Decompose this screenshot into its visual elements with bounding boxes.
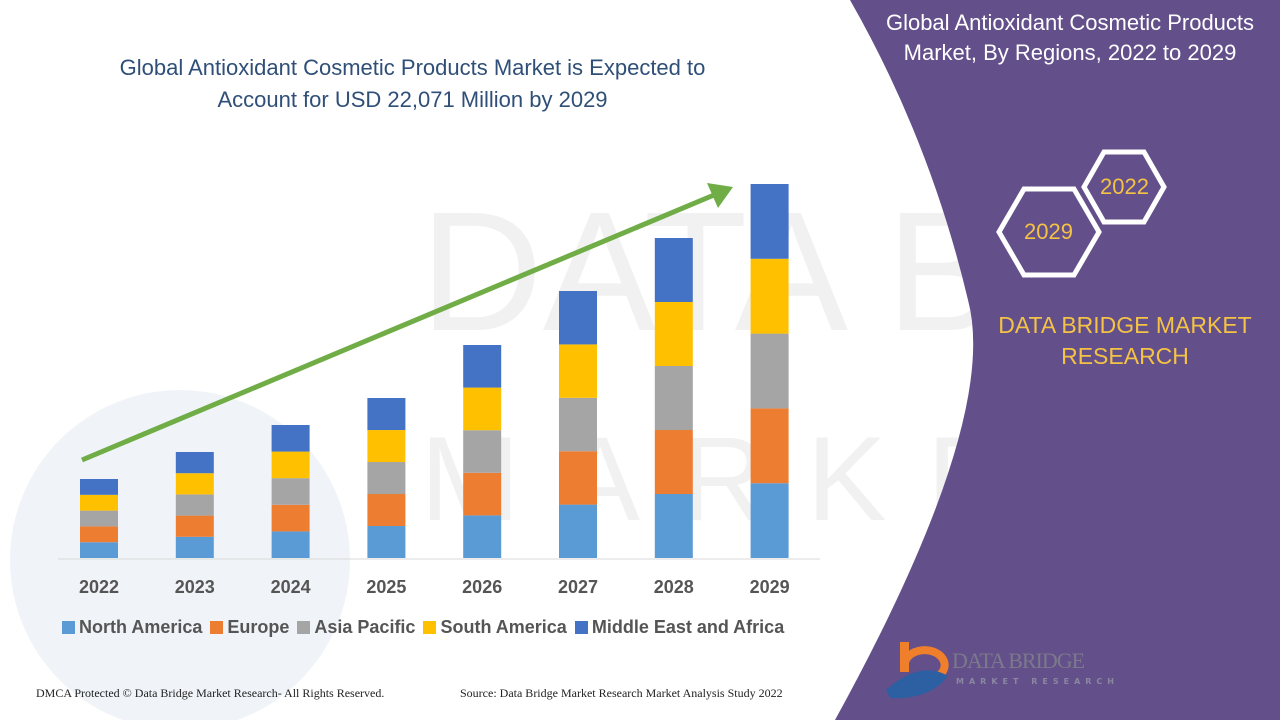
logo-subtext: MARKET RESEARCH [956, 677, 1119, 686]
legend-swatch [210, 621, 224, 634]
brand-text: DATA BRIDGE MARKET RESEARCH [985, 310, 1265, 372]
bar-2029-south-america [750, 258, 789, 334]
bar-2028-europe [654, 429, 693, 494]
bar-2022-north-america [80, 542, 118, 558]
hex-label-2029: 2029 [1024, 219, 1073, 244]
legend-label: Middle East and Africa [591, 617, 785, 637]
bar-2027-middle-east-and-africa [559, 291, 597, 345]
chart-title: Global Antioxidant Cosmetic Products Mar… [60, 52, 765, 116]
bar-2023-north-america [175, 536, 214, 558]
legend-item: South America [423, 617, 567, 638]
hexagon-2022-icon [1081, 149, 1167, 225]
legend: North America Europe Asia Pacific South Ame… [62, 617, 784, 638]
title-line-1: Global Antioxidant Cosmetic Products Mar… [119, 55, 706, 80]
bar-2023-europe [175, 515, 214, 537]
x-tick-label: 2022 [79, 577, 119, 597]
bar-2025-north-america [367, 526, 406, 558]
bar-2027-south-america [559, 344, 597, 398]
bar-2029-middle-east-and-africa [750, 184, 789, 259]
trend-arrow [81, 183, 733, 463]
hex-label-2022: 2022 [1100, 174, 1149, 199]
bar-2026-asia-pacific [463, 430, 502, 473]
legend-swatch [297, 621, 311, 634]
legend-item: Asia Pacific [297, 617, 415, 638]
legend-label: Asia Pacific [314, 617, 416, 637]
bar-2025-middle-east-and-africa [367, 398, 406, 431]
bar-2024-north-america [271, 531, 310, 558]
bar-2023-middle-east-and-africa [175, 452, 214, 474]
bar-2024-middle-east-and-africa [271, 424, 310, 452]
legend-label: South America [440, 617, 567, 637]
bar-2029-europe [750, 408, 789, 484]
x-tick-label: 2023 [175, 577, 215, 597]
bar-2028-north-america [654, 493, 693, 558]
bar-2028-asia-pacific [654, 365, 693, 430]
logo-icon [886, 642, 949, 699]
legend-swatch [62, 621, 75, 634]
side-title-line-2: Market, By Regions, 2022 to 2029 [903, 40, 1237, 65]
x-tick-label: 2026 [462, 577, 502, 597]
bar-2022-europe [80, 526, 118, 543]
side-title-line-1: Global Antioxidant Cosmetic Products [885, 10, 1255, 35]
x-tick-label: 2029 [750, 577, 790, 597]
x-tick-label: 2024 [271, 577, 311, 597]
bar-2027-north-america [559, 504, 597, 558]
bar-2025-south-america [367, 430, 406, 463]
legend-swatch [423, 621, 437, 634]
bar-2029-asia-pacific [750, 333, 789, 409]
bar-2024-europe [271, 504, 310, 532]
bar-2023-asia-pacific [175, 494, 214, 516]
legend-label: Europe [227, 617, 290, 637]
legend-item: Middle East and Africa [574, 617, 785, 638]
brand-line-2: RESEARCH [1061, 343, 1189, 369]
x-tick-label: 2028 [654, 577, 694, 597]
bar-2024-south-america [271, 451, 310, 479]
side-panel-title: Global Antioxidant Cosmetic Products Mar… [850, 8, 1280, 68]
bar-2027-europe [559, 451, 597, 505]
bar-2027-asia-pacific [559, 397, 597, 452]
bar-2022-asia-pacific [80, 510, 118, 527]
footer-copyright: DMCA Protected © Data Bridge Market Rese… [36, 686, 385, 700]
footer-source: Source: Data Bridge Market Research Mark… [460, 686, 783, 700]
bar-2025-europe [367, 494, 406, 527]
bar-2026-middle-east-and-africa [463, 344, 502, 388]
bar-2029-north-america [750, 483, 789, 558]
brand-line-1: DATA BRIDGE MARKET [998, 312, 1252, 338]
x-tick-label: 2027 [558, 577, 598, 597]
legend-item: Europe [210, 617, 289, 638]
legend-label: North America [79, 617, 203, 637]
legend-item: North America [62, 617, 202, 638]
bar-2025-asia-pacific [367, 462, 406, 495]
bar-2023-south-america [175, 473, 214, 495]
bar-2028-south-america [654, 301, 693, 366]
hexagon-2029-icon [996, 186, 1102, 278]
side-panel-background [835, 0, 1280, 720]
bar-2026-europe [463, 472, 502, 516]
bar-2022-south-america [80, 494, 118, 511]
logo-text: DATA BRIDGE [952, 648, 1085, 673]
bar-2026-south-america [463, 387, 502, 431]
x-tick-label: 2025 [366, 577, 406, 597]
title-line-2: Account for USD 22,071 Million by 2029 [217, 87, 608, 112]
bar-2022-middle-east-and-africa [80, 479, 118, 495]
bar-2024-asia-pacific [271, 478, 310, 505]
legend-swatch [574, 621, 588, 634]
bar-2026-north-america [463, 515, 502, 558]
bar-2028-middle-east-and-africa [654, 238, 693, 302]
